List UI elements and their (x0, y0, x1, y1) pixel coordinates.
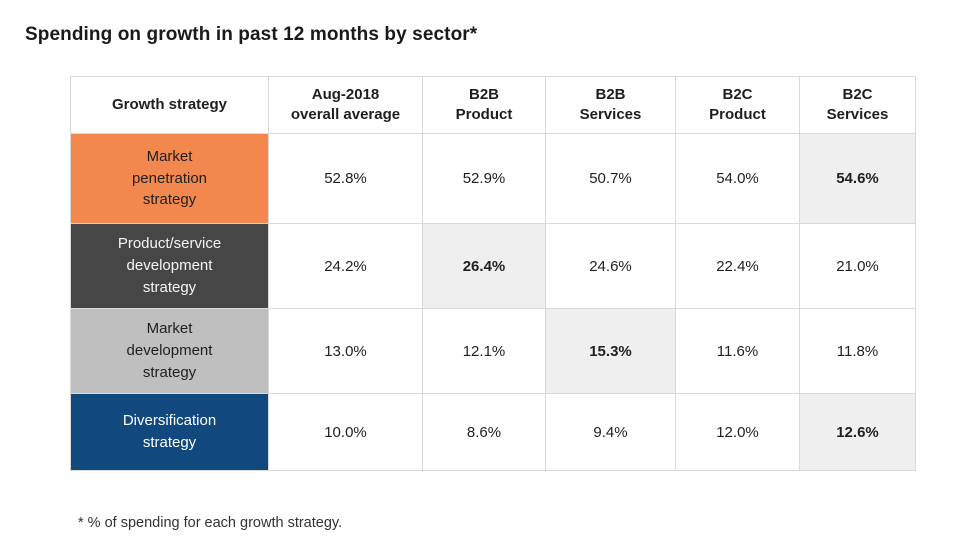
cell-product-service-development-b2c-services: 21.0% (799, 223, 916, 309)
column-header-b2c-product: B2C Product (675, 76, 800, 134)
row-label-market-development: Market development strategy (70, 308, 269, 394)
cell-market-penetration-b2b-product: 52.9% (422, 133, 546, 224)
cell-diversification-overall: 10.0% (268, 393, 423, 471)
page-title: Spending on growth in past 12 months by … (25, 24, 478, 45)
table-row-market-development: Market development strategy 13.0% 12.1% … (70, 308, 916, 394)
column-header-b2b-product: B2B Product (422, 76, 546, 134)
row-label-product-service-development: Product/service development strategy (70, 223, 269, 309)
cell-market-development-b2c-product: 11.6% (675, 308, 800, 394)
cell-market-development-b2b-services-highlighted: 15.3% (545, 308, 676, 394)
table-row-product-service-development: Product/service development strategy 24.… (70, 223, 916, 309)
cell-diversification-b2c-services-highlighted: 12.6% (799, 393, 916, 471)
table-row-market-penetration: Market penetration strategy 52.8% 52.9% … (70, 133, 916, 224)
table-row-diversification: Diversification strategy 10.0% 8.6% 9.4%… (70, 393, 916, 471)
cell-diversification-b2c-product: 12.0% (675, 393, 800, 471)
column-header-growth-strategy: Growth strategy (70, 76, 269, 134)
cell-market-development-b2b-product: 12.1% (422, 308, 546, 394)
cell-market-development-b2c-services: 11.8% (799, 308, 916, 394)
cell-product-service-development-b2b-services: 24.6% (545, 223, 676, 309)
cell-market-development-overall: 13.0% (268, 308, 423, 394)
cell-product-service-development-b2c-product: 22.4% (675, 223, 800, 309)
cell-diversification-b2b-product: 8.6% (422, 393, 546, 471)
column-header-b2b-services: B2B Services (545, 76, 676, 134)
cell-market-penetration-b2c-services-highlighted: 54.6% (799, 133, 916, 224)
column-header-aug-2018-overall-average: Aug-2018 overall average (268, 76, 423, 134)
footnote: * % of spending for each growth strategy… (78, 515, 343, 531)
table-header-row: Growth strategy Aug-2018 overall average … (70, 76, 916, 134)
cell-market-penetration-b2b-services: 50.7% (545, 133, 676, 224)
cell-product-service-development-overall: 24.2% (268, 223, 423, 309)
cell-diversification-b2b-services: 9.4% (545, 393, 676, 471)
column-header-b2c-services: B2C Services (799, 76, 916, 134)
row-label-diversification: Diversification strategy (70, 393, 269, 471)
growth-strategy-spending-table: Growth strategy Aug-2018 overall average … (70, 76, 916, 471)
cell-market-penetration-b2c-product: 54.0% (675, 133, 800, 224)
row-label-market-penetration: Market penetration strategy (70, 133, 269, 224)
cell-market-penetration-overall: 52.8% (268, 133, 423, 224)
cell-product-service-development-b2b-product-highlighted: 26.4% (422, 223, 546, 309)
